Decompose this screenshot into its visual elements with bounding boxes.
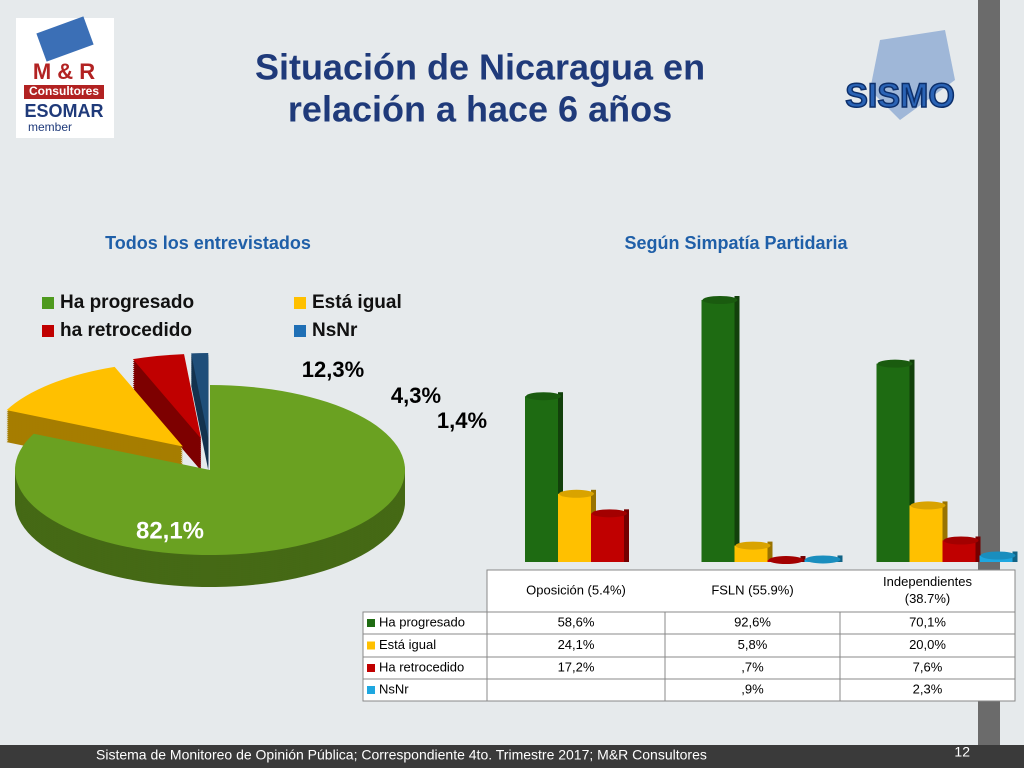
pie-slice <box>14 385 405 556</box>
footer-bar <box>0 745 1024 768</box>
bar-top <box>910 501 946 510</box>
data-label: 12,3% <box>302 357 364 382</box>
logo-text: SISMO <box>845 77 955 115</box>
table-cell: 7,6% <box>913 659 943 674</box>
pie-slice <box>191 353 209 439</box>
bar-top <box>943 536 979 545</box>
table-header: Oposición (5.4%) <box>526 582 626 597</box>
bar-side <box>909 359 915 562</box>
legend-label: Está igual <box>312 292 402 313</box>
legend-swatch <box>42 325 54 337</box>
legend-label: NsNr <box>312 320 358 341</box>
bar-side <box>767 541 773 562</box>
logo-text: M & R <box>33 59 95 84</box>
bar <box>525 396 558 562</box>
bar-side <box>624 509 629 562</box>
bar-top <box>526 392 561 401</box>
bar <box>909 505 943 562</box>
table-cell: 2,3% <box>913 681 943 696</box>
legend-swatch <box>367 686 375 694</box>
logo-text: Consultores <box>29 84 99 98</box>
bar-top <box>877 359 913 368</box>
bar-top <box>592 509 627 518</box>
table-cell: 5,8% <box>738 637 768 652</box>
legend-label: Ha progresado <box>60 292 194 313</box>
logo-text: member <box>28 120 72 134</box>
pie-slice <box>6 366 183 447</box>
legend-label: Está igual <box>379 637 436 652</box>
bar <box>876 363 910 562</box>
logo-map <box>870 30 955 120</box>
legend-label: Ha progresado <box>379 614 465 629</box>
legend-swatch <box>294 325 306 337</box>
legend-swatch <box>367 619 375 627</box>
bar-top <box>702 296 738 304</box>
bar-top <box>768 556 804 565</box>
bar-side <box>800 556 806 562</box>
bar <box>701 300 735 562</box>
legend-swatch <box>294 297 306 309</box>
table-cell: 24,1% <box>558 637 595 652</box>
footer-text: Sistema de Monitoreo de Opinión Pública;… <box>96 747 707 763</box>
logo-right: SISMO <box>844 30 956 120</box>
logo-band <box>24 85 104 99</box>
bar <box>734 545 768 562</box>
bar-top <box>735 541 771 550</box>
chart-title: Según Simpatía Partidaria <box>624 233 848 253</box>
bar <box>591 513 624 562</box>
table-header: FSLN (55.9%) <box>711 582 793 597</box>
data-label: 4,3% <box>391 383 441 408</box>
bar-top <box>980 551 1016 560</box>
legend-swatch <box>42 297 54 309</box>
bar <box>942 540 976 562</box>
legend-label: Ha retrocedido <box>379 659 464 674</box>
bar-side <box>558 392 563 562</box>
legend-label: ha retrocedido <box>60 320 192 341</box>
bar-side <box>942 501 948 562</box>
bar-side <box>975 536 981 562</box>
table-cell: 20,0% <box>909 637 946 652</box>
legend-label: NsNr <box>379 681 409 696</box>
table-cell: 58,6% <box>558 614 595 629</box>
bar-side <box>1012 551 1018 562</box>
table-header: Independientes (38.7%) <box>883 574 972 606</box>
logo-left: M & R Consultores ESOMAR member <box>16 16 114 138</box>
logo-icon <box>36 16 94 62</box>
data-label: 82,1% <box>136 517 204 544</box>
table-cell: ,7% <box>741 659 764 674</box>
legend-swatch <box>367 641 375 650</box>
title: Situación de Nicaragua en <box>255 47 705 88</box>
logo-text: ESOMAR <box>24 101 103 121</box>
page-number: 12 <box>954 744 970 760</box>
table-cell: 92,6% <box>734 614 771 629</box>
data-label: 1,4% <box>437 408 487 433</box>
bar <box>558 493 591 562</box>
chart-title: Todos los entrevistados <box>105 233 311 253</box>
pie-slice <box>132 354 202 439</box>
table-cell: 17,2% <box>558 659 595 674</box>
title: relación a hace 6 años <box>288 89 672 130</box>
table-cell: 70,1% <box>909 614 946 629</box>
bar-top <box>559 489 594 498</box>
table-cell: ,9% <box>741 681 764 696</box>
bar-top <box>805 555 841 564</box>
bar-side <box>734 296 740 562</box>
legend-swatch <box>367 664 375 672</box>
